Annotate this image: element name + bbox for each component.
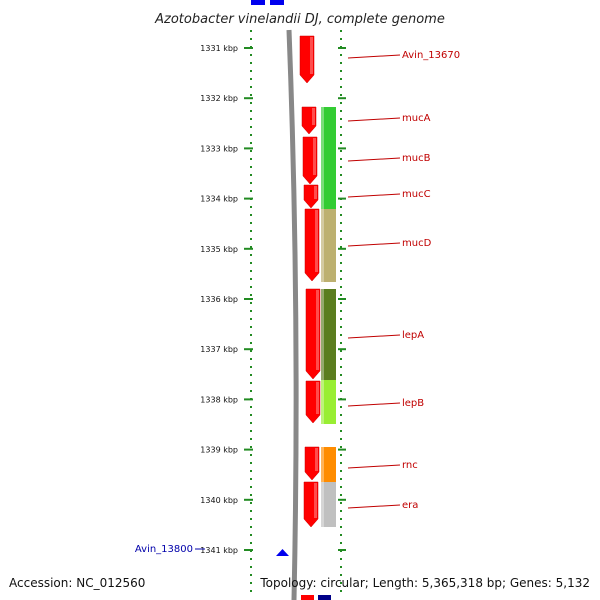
ruler-tick-label: 1334 kbp [200,195,238,204]
gene-label-leader [347,334,401,339]
cog-block[interactable] [321,447,336,482]
gene-arrow-highlight [313,138,316,175]
ruler-tick-label: 1337 kbp [200,345,238,354]
cog-block[interactable] [321,482,336,527]
gene-label-leader [347,117,401,122]
cog-block[interactable] [321,184,336,209]
ruler-tick-label: 1331 kbp [200,44,238,53]
ruler-tick-label: 1335 kbp [200,245,238,254]
ruler: 1331 kbp 1332 kbp 1333 kbp 1334 kbp 1335 kbp… [200,44,346,555]
gene-label-leader [347,242,401,247]
genome-summary-text: Topology: circular; Length: 5,365,318 bp… [260,576,590,590]
cog-block[interactable] [321,107,336,135]
gene-arrow-highlight [312,108,315,125]
cog-block[interactable] [321,380,336,424]
dna-backbone [286,29,299,600]
gene-label[interactable]: era [402,500,418,511]
gene-label[interactable]: mucD [402,238,432,249]
gene-cog-track [321,107,336,527]
gene-label[interactable]: mucC [402,189,431,200]
cog-block-highlight [321,135,324,184]
cog-block-highlight [321,289,324,380]
cog-block-highlight [321,482,324,527]
gene-arrow-highlight [315,210,318,272]
ruler-tick-label: 1333 kbp [200,144,238,153]
ruler-tick-label: 1341 kbp [200,546,238,555]
cog-block-highlight [321,380,324,424]
gene-arrow-highlight [316,382,319,414]
nav-gene-label[interactable]: Avin_13800 [135,544,193,555]
bottom-gene-block-1[interactable] [301,595,314,600]
ruler-tick-label: 1338 kbp [200,395,238,404]
genome-title: Azotobacter vinelandii DJ, complete geno… [154,12,445,27]
accession-text: Accession: NC_012560 [9,576,146,590]
cog-block-highlight [321,209,324,282]
top-gene-block-2[interactable] [270,0,284,5]
gene-label[interactable]: lepB [402,398,424,409]
gene-label-leader [347,504,401,509]
bottom-gene-block-2[interactable] [318,595,331,600]
cog-block-highlight [321,447,324,482]
cog-block[interactable] [321,209,336,282]
gene-label-leader [347,193,401,198]
gene-arrow-highlight [314,186,317,199]
gene-label[interactable]: mucB [402,153,431,164]
ruler-tick-label: 1332 kbp [200,94,238,103]
cog-block[interactable] [321,135,336,184]
cog-block-highlight [321,107,324,135]
ruler-tick-label: 1336 kbp [200,295,238,304]
gene-labels: Avin_13670 mucA mucB mucC mucD lepA lepB rnc era [347,50,460,511]
top-gene-block-1[interactable] [251,0,265,5]
gene-arrow-highlight [314,483,317,518]
gene-arrow-highlight [310,37,313,74]
gene-label-leader [347,464,401,469]
cog-block[interactable] [321,289,336,380]
ruler-tick-label: 1340 kbp [200,496,238,505]
gene-label-leader [347,402,401,407]
gene-arrow-highlight [315,448,318,471]
ruler-tick-label: 1339 kbp [200,446,238,455]
gene-label[interactable]: mucA [402,113,431,124]
gene-label[interactable]: rnc [402,460,418,471]
gene-label-leader [347,54,401,59]
nav-arrow-icon[interactable] [276,549,289,556]
gene-arrow-highlight [316,290,319,370]
gene-strand-track [299,35,321,528]
gene-label[interactable]: lepA [402,330,424,341]
cog-block-highlight [321,184,324,209]
gene-label-leader [347,157,401,162]
gene-label[interactable]: Avin_13670 [402,50,460,61]
